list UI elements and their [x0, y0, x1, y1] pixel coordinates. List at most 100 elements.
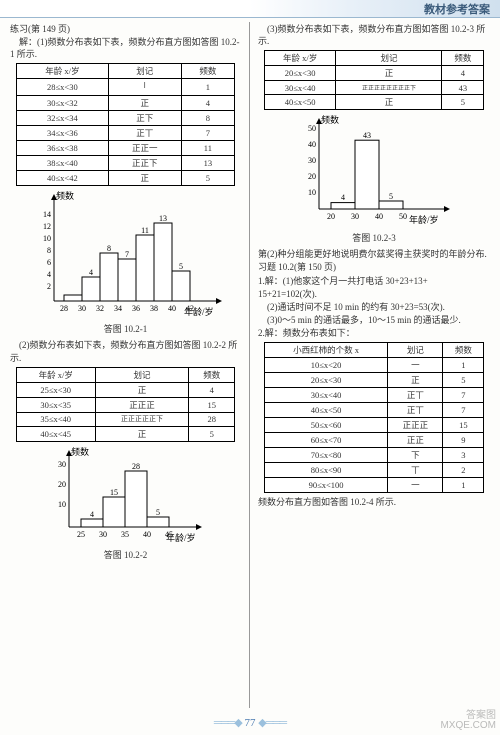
th-age: 年龄 x/岁	[16, 64, 108, 79]
freq-table-2: 年龄 x/岁划记频数 25≤x<30正4 30≤x<35正正正15 35≤x<4…	[16, 367, 235, 442]
table-row: 30≤x<35正正正15	[16, 397, 234, 412]
svg-text:10: 10	[58, 500, 66, 509]
svg-text:5: 5	[156, 508, 160, 517]
deco-right: ◆═══	[258, 717, 286, 729]
svg-text:40: 40	[375, 212, 383, 221]
svg-text:32: 32	[96, 304, 104, 313]
svg-text:28: 28	[60, 304, 68, 313]
svg-text:30: 30	[58, 460, 66, 469]
right-column: (3)频数分布表如下表，频数分布直方图如答图 10.2-3 所示. 年龄 x/岁…	[250, 22, 494, 708]
svg-text:13: 13	[159, 214, 167, 223]
conclusion-text: 第(2)种分组能更好地说明费尔兹奖得主获奖时的年龄分布.	[258, 248, 490, 260]
table-row: 40≤x<50正丅7	[264, 403, 483, 418]
svg-text:12: 12	[43, 222, 51, 231]
page-number-value: 77	[245, 717, 256, 729]
table-header-row: 年龄 x/岁 划记 频数	[16, 64, 234, 79]
svg-text:14: 14	[43, 210, 51, 219]
content-area: 练习(第 149 页) 解：(1)频数分布表如下表，频数分布直方图如答图 10.…	[0, 18, 500, 708]
svg-text:4: 4	[341, 193, 345, 202]
exercise-102-title: 习题 10.2(第 150 页)	[258, 261, 490, 273]
table-row: 20≤x<30正4	[264, 66, 483, 81]
svg-text:8: 8	[47, 246, 51, 255]
chart-1-caption: 答图 10.2-1	[10, 322, 241, 335]
svg-text:7: 7	[125, 250, 129, 259]
svg-text:4: 4	[90, 510, 94, 519]
svg-text:20: 20	[58, 480, 66, 489]
svg-text:频数: 频数	[321, 114, 339, 125]
table-row: 40≤x<45正5	[16, 426, 234, 441]
svg-text:30: 30	[308, 156, 316, 165]
chart-2-caption: 答图 10.2-2	[10, 548, 241, 561]
table-row: 60≤x<70正正9	[264, 433, 483, 448]
table-row: 70≤x<80下3	[264, 448, 483, 463]
svg-text:30: 30	[351, 212, 359, 221]
histogram-3: 频数 年龄/岁 102030 4050 4435 20304050	[289, 113, 459, 228]
svg-text:25: 25	[77, 530, 85, 539]
svg-text:45: 45	[165, 530, 173, 539]
svg-text:8: 8	[107, 244, 111, 253]
svg-text:40: 40	[168, 304, 176, 313]
watermark-line2: MXQE.COM	[440, 721, 496, 731]
table-row: 40≤x<50正5	[264, 95, 483, 110]
deco-left: ═══◆	[214, 717, 242, 729]
table-row: 20≤x<30正5	[264, 373, 483, 388]
page-number: ═══◆ 77 ◆═══	[0, 716, 500, 729]
freq-table-1: 年龄 x/岁 划记 频数 28≤x<30𝍷1 30≤x<32正4 32≤x<34…	[16, 63, 235, 186]
table-row: 50≤x<60正正正15	[264, 418, 483, 433]
solution-1-text: 解：(1)频数分布表如下表，频数分布直方图如答图 10.2-1 所示.	[10, 36, 241, 60]
svg-text:43: 43	[363, 131, 371, 140]
th-tally: 划记	[108, 64, 181, 79]
table-row: 25≤x<30正4	[16, 382, 234, 397]
histogram-1: 频数 年龄/岁 246 8101214 487 11135	[26, 189, 226, 319]
svg-text:4: 4	[89, 268, 93, 277]
table-row: 34≤x<36正丅7	[16, 126, 234, 141]
table-row: 10≤x<20一1	[264, 358, 483, 373]
table-row: 32≤x<34正下8	[16, 111, 234, 126]
table-row: 30≤x<32正4	[16, 96, 234, 111]
table-row: 90≤x<100一1	[264, 478, 483, 493]
q2-end: 频数分布直方图如答图 10.2-4 所示.	[258, 496, 490, 508]
svg-text:40: 40	[143, 530, 151, 539]
exercise-page-ref: 练习(第 149 页)	[10, 23, 241, 35]
table-row: 80≤x<90丅2	[264, 463, 483, 478]
table-row: 35≤x<40正正正正正下28	[16, 412, 234, 426]
watermark: 答案图 MXQE.COM	[440, 711, 496, 731]
svg-text:28: 28	[132, 462, 140, 471]
svg-text:10: 10	[308, 188, 316, 197]
svg-text:36: 36	[132, 304, 140, 313]
svg-text:频数: 频数	[71, 446, 89, 457]
table-row: 36≤x<38正正一11	[16, 141, 234, 156]
q1-line4: (3)0～5 min 的通话最多，10～15 min 的通话最少.	[258, 314, 490, 326]
q1-line1: 1.解：(1)他家这个月一共打电话 30+23+13+	[258, 275, 490, 287]
table-row: 28≤x<30𝍷1	[16, 79, 234, 96]
solution-2-text: (2)频数分布表如下表，频数分布直方图如答图 10.2-2 所示.	[10, 339, 241, 363]
q2-label: 2.解：频数分布表如下：	[258, 327, 490, 339]
svg-text:34: 34	[114, 304, 122, 313]
svg-text:42: 42	[186, 304, 194, 313]
svg-text:40: 40	[308, 140, 316, 149]
svg-text:30: 30	[78, 304, 86, 313]
svg-text:35: 35	[121, 530, 129, 539]
svg-text:10: 10	[43, 234, 51, 243]
left-column: 练习(第 149 页) 解：(1)频数分布表如下表，频数分布直方图如答图 10.…	[6, 22, 250, 708]
freq-table-3: 年龄 x/岁划记频数 20≤x<30正4 30≤x<40正正正正正正正正下43 …	[264, 50, 484, 110]
solution-3-text: (3)频数分布表如下表，频数分布直方图如答图 10.2-3 所示.	[258, 23, 490, 47]
table-row: 30≤x<40正丅7	[264, 388, 483, 403]
header-bar: 教材参考答案	[0, 0, 500, 18]
svg-text:2: 2	[47, 282, 51, 291]
q1-line2: 15+21=102(次).	[258, 288, 490, 300]
th-freq: 频数	[181, 64, 235, 79]
svg-text:20: 20	[308, 172, 316, 181]
table-row: 40≤x<42正5	[16, 171, 234, 186]
header-title: 教材参考答案	[424, 1, 490, 17]
svg-text:20: 20	[327, 212, 335, 221]
svg-text:5: 5	[389, 192, 393, 201]
svg-text:38: 38	[150, 304, 158, 313]
svg-text:年龄/岁: 年龄/岁	[409, 214, 439, 225]
svg-text:30: 30	[99, 530, 107, 539]
svg-text:6: 6	[47, 258, 51, 267]
histogram-2: 频数 年龄/岁 102030 415285 253035 4045	[41, 445, 211, 545]
svg-text:11: 11	[141, 226, 149, 235]
svg-text:50: 50	[399, 212, 407, 221]
svg-text:15: 15	[110, 488, 118, 497]
